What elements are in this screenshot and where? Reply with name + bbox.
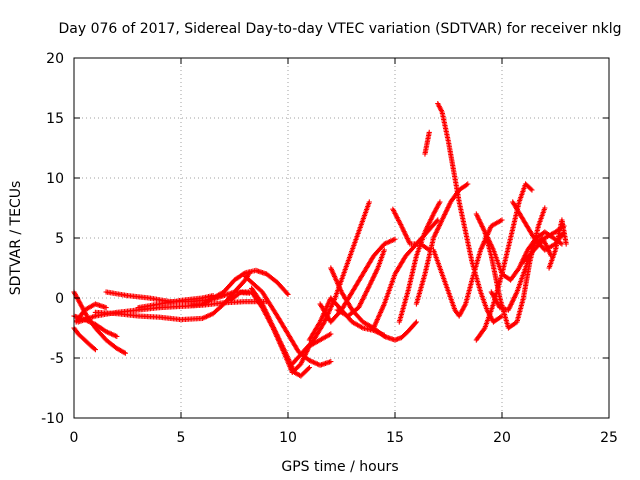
chart-title: Day 076 of 2017, Sidereal Day-to-day VTE… — [59, 21, 622, 37]
x-tick-label: 10 — [279, 430, 297, 446]
x-tick-label: 0 — [70, 430, 79, 446]
data-series-arc-11 — [249, 285, 312, 379]
data-series-arc-31 — [546, 217, 569, 271]
data-point — [328, 359, 334, 365]
data-point — [499, 217, 505, 223]
data-series-arc-09 — [189, 267, 291, 308]
data-series-arc-24 — [435, 101, 505, 325]
data-points — [71, 101, 569, 379]
data-series-arc-04 — [73, 301, 109, 325]
data-point — [114, 333, 120, 339]
data-series-arc-12 — [242, 273, 334, 368]
data-point — [437, 199, 443, 205]
data-point — [529, 187, 535, 193]
data-series-arc-17 — [328, 265, 419, 343]
x-tick-label: 25 — [600, 430, 618, 446]
y-tick-label: 15 — [46, 111, 64, 127]
data-point — [413, 319, 419, 325]
data-point — [305, 366, 311, 372]
data-series-arc-22 — [422, 129, 432, 157]
y-tick-label: -10 — [41, 411, 64, 427]
data-point — [122, 350, 128, 356]
data-point — [103, 305, 109, 311]
y-tick-label: 0 — [55, 291, 64, 307]
data-series-arc-21 — [413, 181, 471, 307]
data-series-arc-20 — [396, 199, 443, 325]
data-point — [366, 199, 372, 205]
data-point — [285, 291, 291, 297]
data-point — [563, 241, 569, 247]
data-point — [542, 205, 548, 211]
y-tick-label: 5 — [55, 231, 64, 247]
data-series-arc-26 — [473, 181, 535, 343]
x-axis-label: GPS time / hours — [281, 459, 398, 475]
x-tick-label: 5 — [177, 430, 186, 446]
data-point — [284, 290, 290, 296]
data-point — [528, 186, 534, 192]
data-point — [465, 181, 471, 187]
data-series-arc-18 — [371, 217, 441, 331]
data-point — [328, 331, 334, 337]
data-point — [92, 347, 98, 353]
y-tick-label: 10 — [46, 171, 64, 187]
x-tick-label: 20 — [493, 430, 511, 446]
y-axis-label: SDTVAR / TECUs — [8, 181, 24, 296]
data-point — [91, 346, 97, 352]
grid — [74, 58, 609, 418]
y-tick-label: -5 — [50, 351, 64, 367]
data-point — [306, 365, 312, 371]
data-point — [392, 236, 398, 242]
data-series-arc-02 — [71, 325, 98, 353]
data-series-arc-25 — [473, 205, 548, 331]
x-tick-label: 15 — [386, 430, 404, 446]
data-series-arc-01 — [71, 289, 128, 356]
data-point — [412, 320, 419, 326]
data-point — [426, 129, 432, 135]
data-point — [434, 218, 440, 224]
y-tick-label: 20 — [46, 51, 64, 67]
data-series-arc-23 — [430, 217, 505, 319]
data-point — [381, 247, 387, 253]
axis-ticks: 0 5 10 15 20 25 -10 -5 0 5 10 15 20 — [41, 51, 618, 446]
